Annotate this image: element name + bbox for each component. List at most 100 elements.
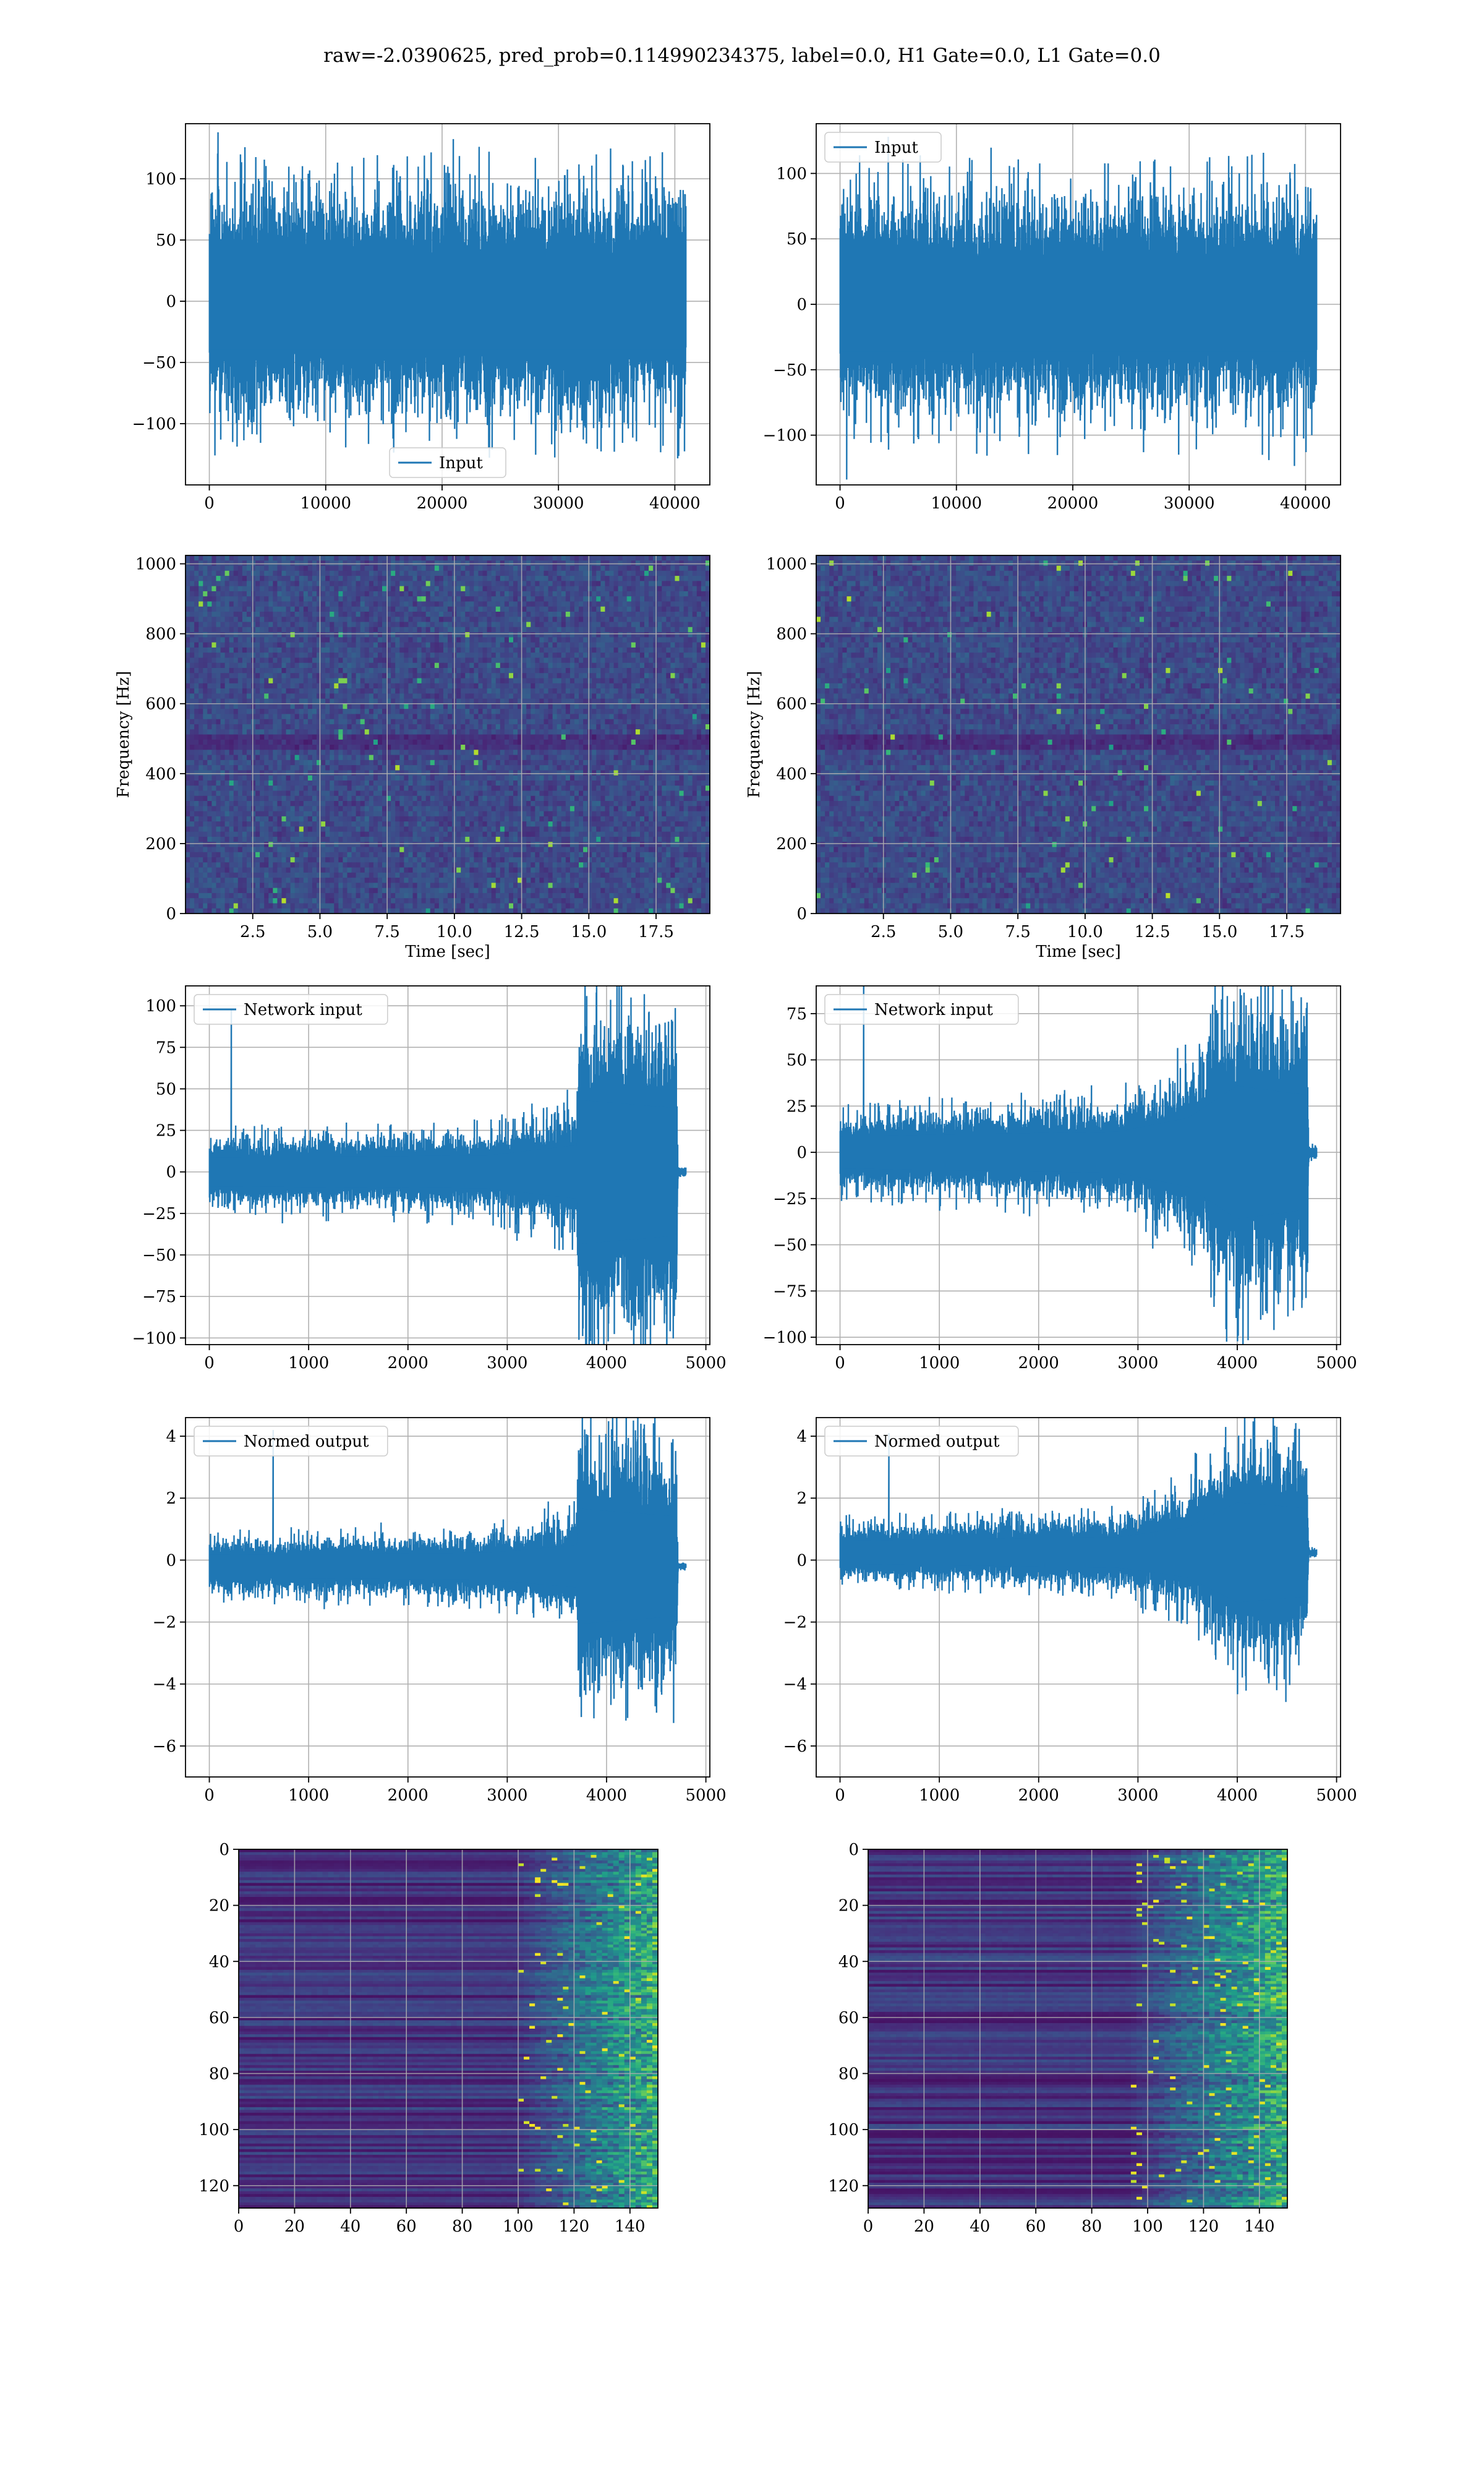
heatmap-cell — [653, 637, 658, 643]
heatmap-cell — [246, 745, 252, 750]
heatmap-cell — [233, 760, 239, 766]
heatmap-cell — [605, 657, 610, 664]
heatmap-cell — [522, 739, 527, 745]
heatmap-cell — [675, 729, 680, 735]
heatmap-cell — [618, 662, 623, 669]
heatmap-cell — [474, 673, 479, 679]
heatmap-cell — [649, 688, 654, 694]
heatmap-cell — [701, 750, 706, 756]
heatmap-cell — [626, 622, 632, 628]
heatmap-cell — [579, 617, 584, 623]
heatmap-cell — [448, 714, 453, 720]
heatmap-cell — [657, 570, 662, 576]
heatmap-cell — [596, 673, 601, 679]
heatmap-cell — [579, 581, 584, 587]
heatmap-cell — [622, 709, 628, 715]
heatmap-cell — [448, 719, 453, 725]
heatmap-cell — [688, 647, 693, 653]
heatmap-cell — [692, 719, 697, 725]
heatmap-cell — [364, 657, 370, 664]
heatmap-cell — [618, 667, 623, 674]
heatmap-cell — [290, 750, 296, 756]
heatmap-cell — [649, 714, 654, 720]
heatmap-cell — [203, 581, 208, 587]
heatmap-cell — [286, 637, 291, 643]
heatmap-cell — [294, 555, 300, 561]
heatmap-cell — [338, 642, 343, 648]
heatmap-cell — [609, 709, 615, 715]
heatmap-cell — [382, 693, 387, 700]
heatmap-cell — [207, 688, 212, 694]
heatmap-cell — [198, 678, 203, 684]
heatmap-cell — [569, 698, 575, 704]
heatmap-cell — [312, 596, 317, 602]
heatmap-cell — [307, 698, 313, 704]
heatmap-cell — [683, 693, 689, 700]
heatmap-cell — [561, 606, 566, 612]
heatmap-cell — [469, 632, 474, 638]
heatmap-cell — [277, 698, 283, 704]
heatmap-cell — [330, 622, 335, 628]
heatmap-cell — [579, 755, 584, 761]
heatmap-cell — [190, 653, 195, 659]
heatmap-cell — [495, 565, 501, 571]
heatmap-cell — [579, 647, 584, 653]
heatmap-cell — [251, 622, 256, 628]
heatmap-cell — [334, 703, 339, 709]
heatmap-cell — [334, 698, 339, 704]
heatmap-cell — [391, 560, 396, 567]
heatmap-cell — [434, 703, 440, 709]
heatmap-cell — [290, 734, 296, 740]
heatmap-cell — [649, 724, 654, 730]
heatmap-cell — [701, 617, 706, 623]
heatmap-cell — [425, 724, 431, 730]
heatmap-cell — [386, 632, 391, 638]
heatmap-cell — [618, 693, 623, 700]
heatmap-cell — [618, 688, 623, 694]
heatmap-cell — [644, 662, 649, 669]
heatmap-cell — [613, 632, 619, 638]
heatmap-cell — [504, 642, 510, 648]
heatmap-cell — [438, 632, 444, 638]
heatmap-cell — [268, 729, 273, 735]
heatmap-cell — [399, 657, 404, 664]
heatmap-cell — [321, 617, 326, 623]
heatmap-cell — [500, 642, 505, 648]
heatmap-cell — [430, 581, 435, 587]
heatmap-cell — [373, 745, 378, 750]
heatmap-cell — [264, 647, 269, 653]
heatmap-cell — [561, 611, 566, 617]
heatmap-cell — [216, 591, 221, 597]
heatmap-cell — [456, 601, 461, 607]
heatmap-cell — [688, 693, 693, 700]
heatmap-cell — [255, 729, 260, 735]
heatmap-cell — [583, 745, 588, 750]
heatmap-cell — [203, 560, 208, 567]
heatmap-cell — [631, 606, 636, 612]
heatmap-cell — [552, 693, 558, 700]
heatmap-cell — [434, 555, 440, 561]
heatmap-cell — [556, 698, 562, 704]
heatmap-cell — [211, 734, 217, 740]
heatmap-cell — [526, 719, 531, 725]
heatmap-cell — [456, 745, 461, 750]
heatmap-cell — [395, 586, 400, 592]
heatmap-cell — [600, 683, 605, 689]
heatmap-cell — [670, 647, 676, 653]
heatmap-cell — [478, 683, 484, 689]
y-tick-label: −50 — [142, 354, 176, 372]
heatmap-cell — [679, 667, 684, 674]
heatmap-cell — [622, 632, 628, 638]
heatmap-cell — [683, 647, 689, 653]
heatmap-cell — [518, 688, 522, 694]
heatmap-cell — [303, 729, 309, 735]
heatmap-cell — [334, 637, 339, 643]
heatmap-cell — [351, 642, 357, 648]
heatmap-cell — [662, 617, 667, 623]
heatmap-cell — [386, 683, 391, 689]
heatmap-cell — [190, 586, 195, 592]
heatmap-cell — [216, 622, 221, 628]
heatmap-cell — [194, 734, 199, 740]
heatmap-cell — [404, 703, 409, 709]
heatmap-cell — [605, 653, 610, 659]
